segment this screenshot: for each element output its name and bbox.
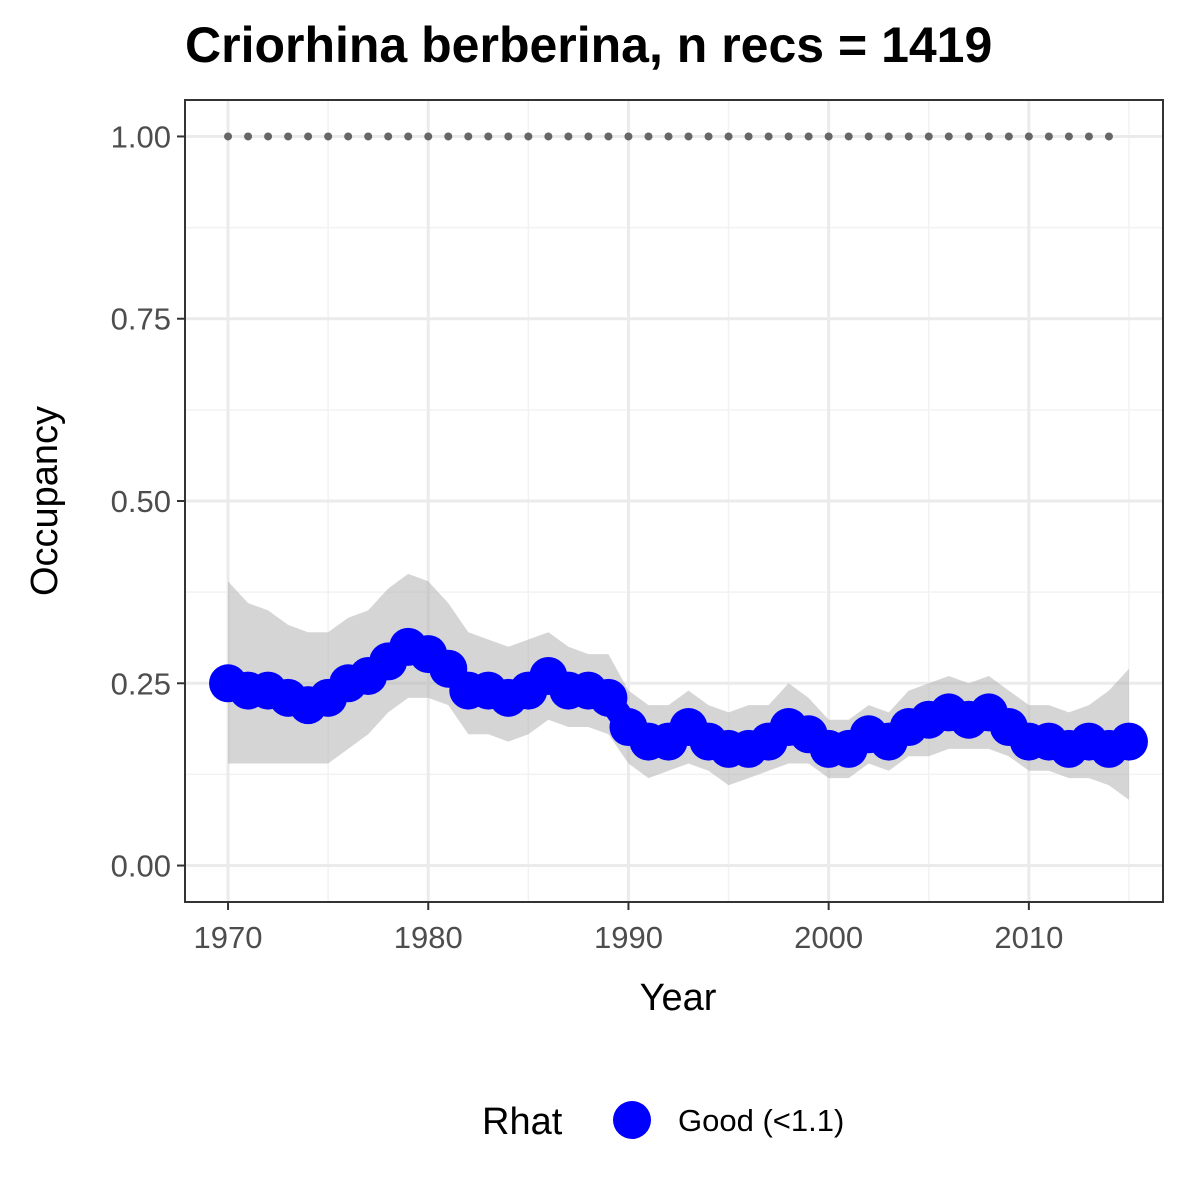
- reference-dot: [704, 132, 713, 141]
- reference-dot: [544, 132, 553, 141]
- x-axis-title: Year: [640, 977, 717, 1019]
- chart-title: Criorhina berberina, n recs = 1419: [185, 17, 992, 73]
- reference-dot: [1064, 132, 1073, 141]
- reference-dot: [484, 132, 493, 141]
- reference-dot: [804, 132, 813, 141]
- reference-dot: [884, 132, 893, 141]
- x-tick-label: 1970: [194, 920, 263, 955]
- reference-dot: [964, 132, 973, 141]
- y-tick-label: 0.50: [111, 484, 171, 519]
- reference-dot: [384, 132, 393, 141]
- reference-dot: [1024, 132, 1033, 141]
- reference-dot: [924, 132, 933, 141]
- reference-dot: [264, 132, 273, 141]
- dotted-reference-line: [224, 132, 1113, 141]
- reference-dot: [444, 132, 453, 141]
- reference-dot: [864, 132, 873, 141]
- x-tick-label: 1990: [594, 920, 663, 955]
- y-tick-label: 1.00: [111, 119, 171, 154]
- reference-dot: [1004, 132, 1013, 141]
- data-point: [1109, 722, 1148, 761]
- legend-key-good: [613, 1101, 651, 1139]
- reference-dot: [524, 132, 533, 141]
- reference-dot: [324, 132, 333, 141]
- reference-dot: [684, 132, 693, 141]
- reference-dot: [464, 132, 473, 141]
- y-tick-label: 0.75: [111, 302, 171, 337]
- reference-dot: [744, 132, 753, 141]
- data-point: [589, 678, 628, 717]
- reference-dot: [764, 132, 773, 141]
- occupancy-series: [209, 627, 1148, 768]
- reference-dot: [784, 132, 793, 141]
- reference-dot: [1044, 132, 1053, 141]
- y-tick-label: 0.25: [111, 666, 171, 701]
- reference-dot: [304, 132, 313, 141]
- reference-dot: [244, 132, 253, 141]
- y-axis-title: Occupancy: [24, 406, 66, 596]
- reference-dot: [584, 132, 593, 141]
- reference-dot: [344, 132, 353, 141]
- reference-dot: [1084, 132, 1093, 141]
- reference-dot: [604, 132, 613, 141]
- reference-dot: [644, 132, 653, 141]
- reference-dot: [564, 132, 573, 141]
- reference-dot: [364, 132, 373, 141]
- reference-dot: [504, 132, 513, 141]
- reference-dot: [1104, 132, 1113, 141]
- reference-dot: [284, 132, 293, 141]
- reference-dot: [424, 132, 433, 141]
- reference-dot: [844, 132, 853, 141]
- reference-dot: [824, 132, 833, 141]
- y-axis: 0.00 0.25 0.50 0.75 1.00: [111, 119, 185, 884]
- y-tick-label: 0.00: [111, 849, 171, 884]
- x-tick-label: 2010: [994, 920, 1063, 955]
- reference-dot: [904, 132, 913, 141]
- reference-dot: [664, 132, 673, 141]
- legend-title: Rhat: [482, 1101, 563, 1143]
- reference-dot: [984, 132, 993, 141]
- x-axis: 1970 1980 1990 2000 2010: [194, 902, 1063, 955]
- reference-dot: [944, 132, 953, 141]
- reference-dot: [624, 132, 633, 141]
- x-tick-label: 2000: [794, 920, 863, 955]
- reference-dot: [224, 132, 233, 141]
- x-tick-label: 1980: [394, 920, 463, 955]
- reference-dot: [724, 132, 733, 141]
- reference-dot: [404, 132, 413, 141]
- legend-label-good: Good (<1.1): [678, 1103, 844, 1138]
- legend: Rhat Good (<1.1): [482, 1101, 844, 1143]
